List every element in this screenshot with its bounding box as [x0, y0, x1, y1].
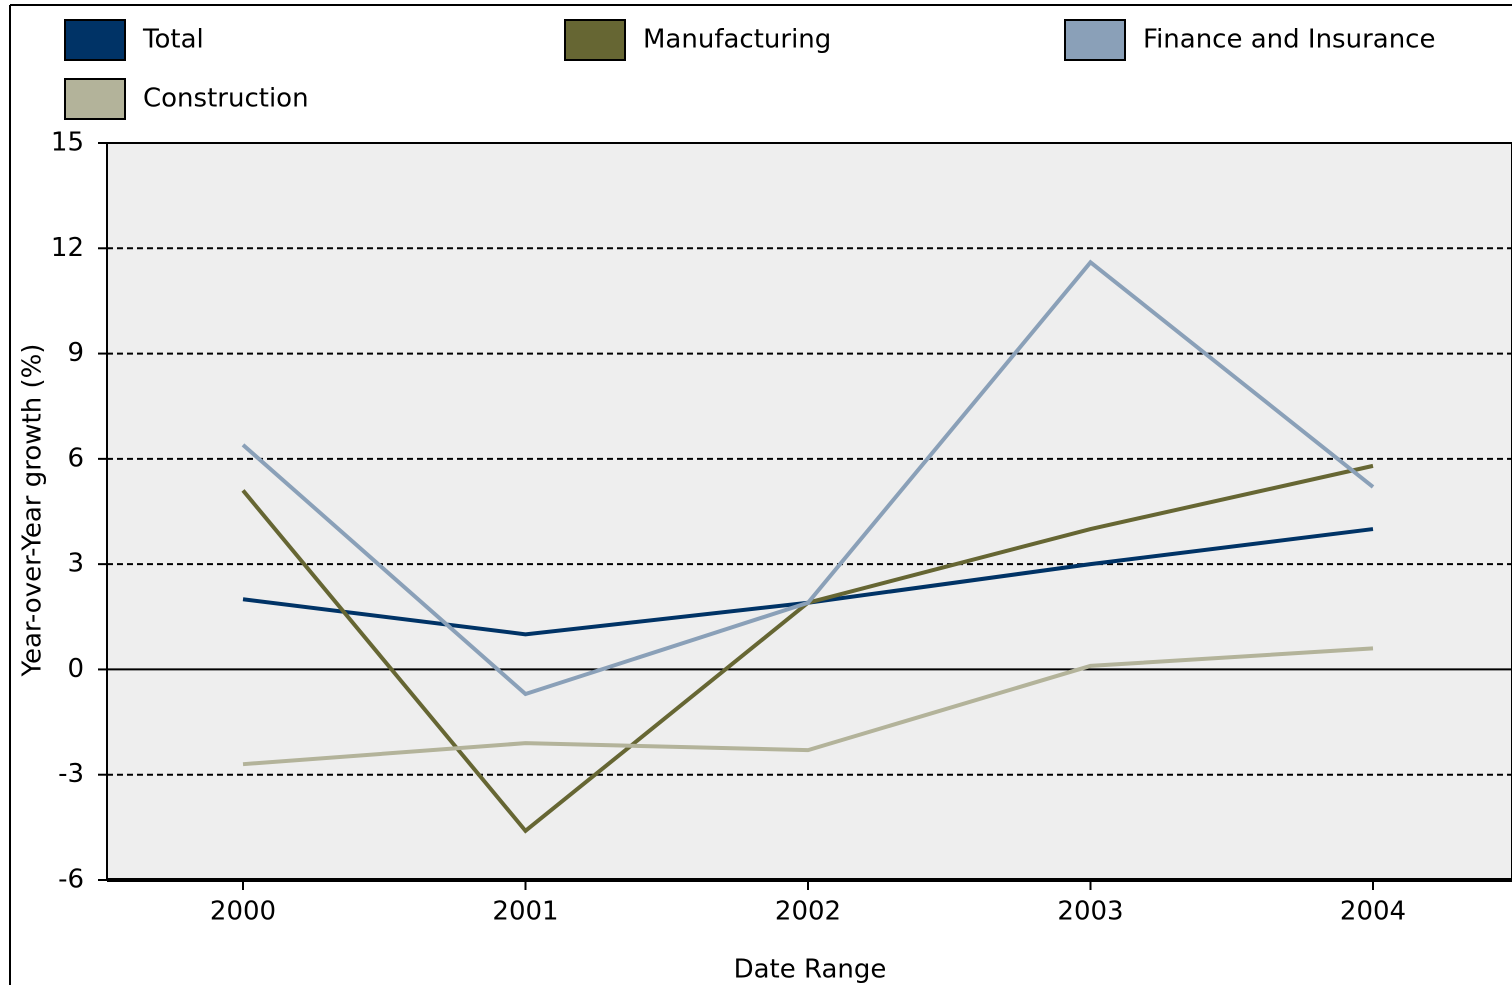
legend-label: Manufacturing	[643, 25, 831, 55]
legend-swatch	[64, 78, 126, 120]
series-line	[241, 259, 1375, 697]
x-tick-label: 2002	[775, 897, 841, 927]
x-tick-label: 2003	[1057, 897, 1123, 927]
y-tick-label: 9	[67, 338, 84, 368]
legend-swatch	[1064, 19, 1126, 61]
x-tick-label: 2004	[1340, 897, 1406, 927]
x-tick-label: 2000	[210, 897, 276, 927]
x-tick-label: 2001	[492, 897, 558, 927]
series-line	[242, 646, 1374, 767]
legend-swatch	[564, 19, 626, 61]
plot-area	[106, 142, 1512, 881]
x-axis-label: Date Range	[734, 955, 887, 985]
legend-label: Total	[142, 25, 204, 55]
legend-swatch	[64, 19, 126, 61]
y-axis-label: Year-over-Year growth (%)	[18, 344, 48, 678]
y-tick-label: 0	[67, 654, 84, 684]
y-tick-label: 6	[67, 443, 84, 473]
y-tick-label: 15	[51, 128, 84, 158]
legend-label: Finance and Insurance	[1143, 25, 1435, 55]
y-tick-label: -6	[58, 865, 84, 895]
y-tick-label: -3	[58, 759, 84, 789]
legend-label: Construction	[143, 84, 309, 114]
y-tick-label: 3	[67, 549, 84, 579]
y-tick-label: 12	[51, 233, 84, 263]
